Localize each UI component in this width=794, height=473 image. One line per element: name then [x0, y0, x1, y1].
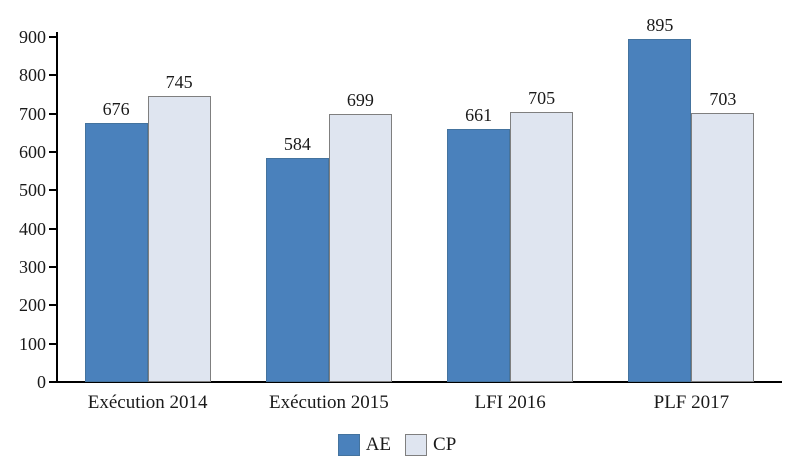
y-axis-tick-label: 900	[19, 27, 46, 47]
y-axis-tick-label: 300	[19, 257, 46, 277]
bar-ae-4	[628, 38, 692, 382]
x-axis-line	[49, 381, 782, 383]
y-axis-tick	[49, 74, 57, 77]
y-axis-tick	[49, 189, 57, 192]
y-axis-tick-label: 500	[19, 180, 46, 201]
x-axis-category-label: LFI 2016	[474, 392, 546, 413]
x-axis-category-label: PLF 2017	[653, 392, 730, 413]
bar-cp-3	[510, 111, 574, 382]
y-axis-tick-label: 200	[19, 295, 46, 316]
y-axis-tick	[49, 304, 57, 307]
chart-legend: AE CP	[0, 434, 794, 456]
bar-value-label: 705	[528, 87, 556, 108]
bar-cp-2	[328, 114, 392, 382]
legend-swatch-ae	[337, 434, 360, 456]
y-axis-tick-label: 700	[19, 103, 46, 124]
y-axis-tick	[49, 151, 57, 153]
legend-label-ae: AE	[365, 434, 392, 455]
y-axis-tick	[49, 266, 57, 268]
y-axis-tick	[49, 342, 57, 345]
y-axis-tick-label: 100	[19, 333, 46, 354]
bar-cp-4	[691, 112, 755, 382]
legend-item-cp: CP	[405, 434, 456, 456]
legend-item-ae: AE	[337, 434, 392, 456]
y-axis-tick-label: 400	[19, 218, 46, 239]
bar-ae-1	[84, 122, 148, 382]
bar-ae-3	[447, 128, 511, 382]
bar-value-label: 745	[165, 72, 193, 93]
bar-ae-2	[265, 158, 329, 382]
y-axis-tick	[49, 112, 57, 115]
legend-label-cp: CP	[433, 434, 457, 455]
legend-swatch-cp	[405, 434, 428, 456]
y-axis-tick-label: 800	[19, 65, 46, 86]
bar-value-label: 703	[709, 88, 737, 109]
x-axis-category-label: Exécution 2014	[87, 392, 208, 413]
y-axis-tick	[49, 227, 57, 230]
bar-value-label: 895	[646, 14, 674, 35]
x-axis-category-label: Exécution 2015	[268, 392, 389, 413]
y-axis-line	[56, 32, 58, 383]
y-axis-tick	[49, 36, 57, 38]
bar-value-label: 676	[102, 98, 130, 119]
y-axis-tick-label: 0	[37, 372, 46, 392]
bar-value-label: 584	[283, 134, 311, 155]
bar-cp-1	[147, 96, 211, 382]
bar-value-label: 699	[346, 90, 374, 111]
y-axis-tick-label: 600	[19, 142, 46, 162]
bar-value-label: 661	[465, 104, 493, 125]
